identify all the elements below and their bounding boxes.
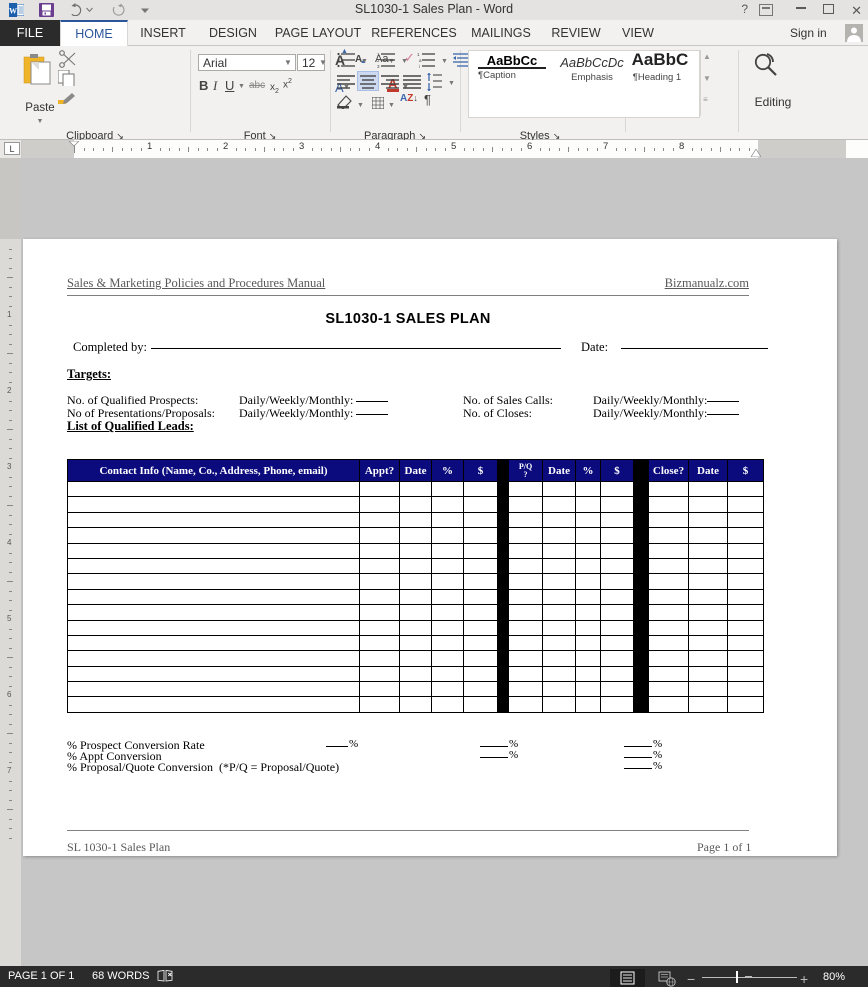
svg-text:3: 3 [377,64,380,68]
svg-text:a: a [419,58,422,63]
svg-text:1: 1 [417,52,420,57]
svg-text:1: 1 [377,52,380,57]
svg-text:2: 2 [377,58,380,63]
svg-text:i: i [419,64,420,68]
